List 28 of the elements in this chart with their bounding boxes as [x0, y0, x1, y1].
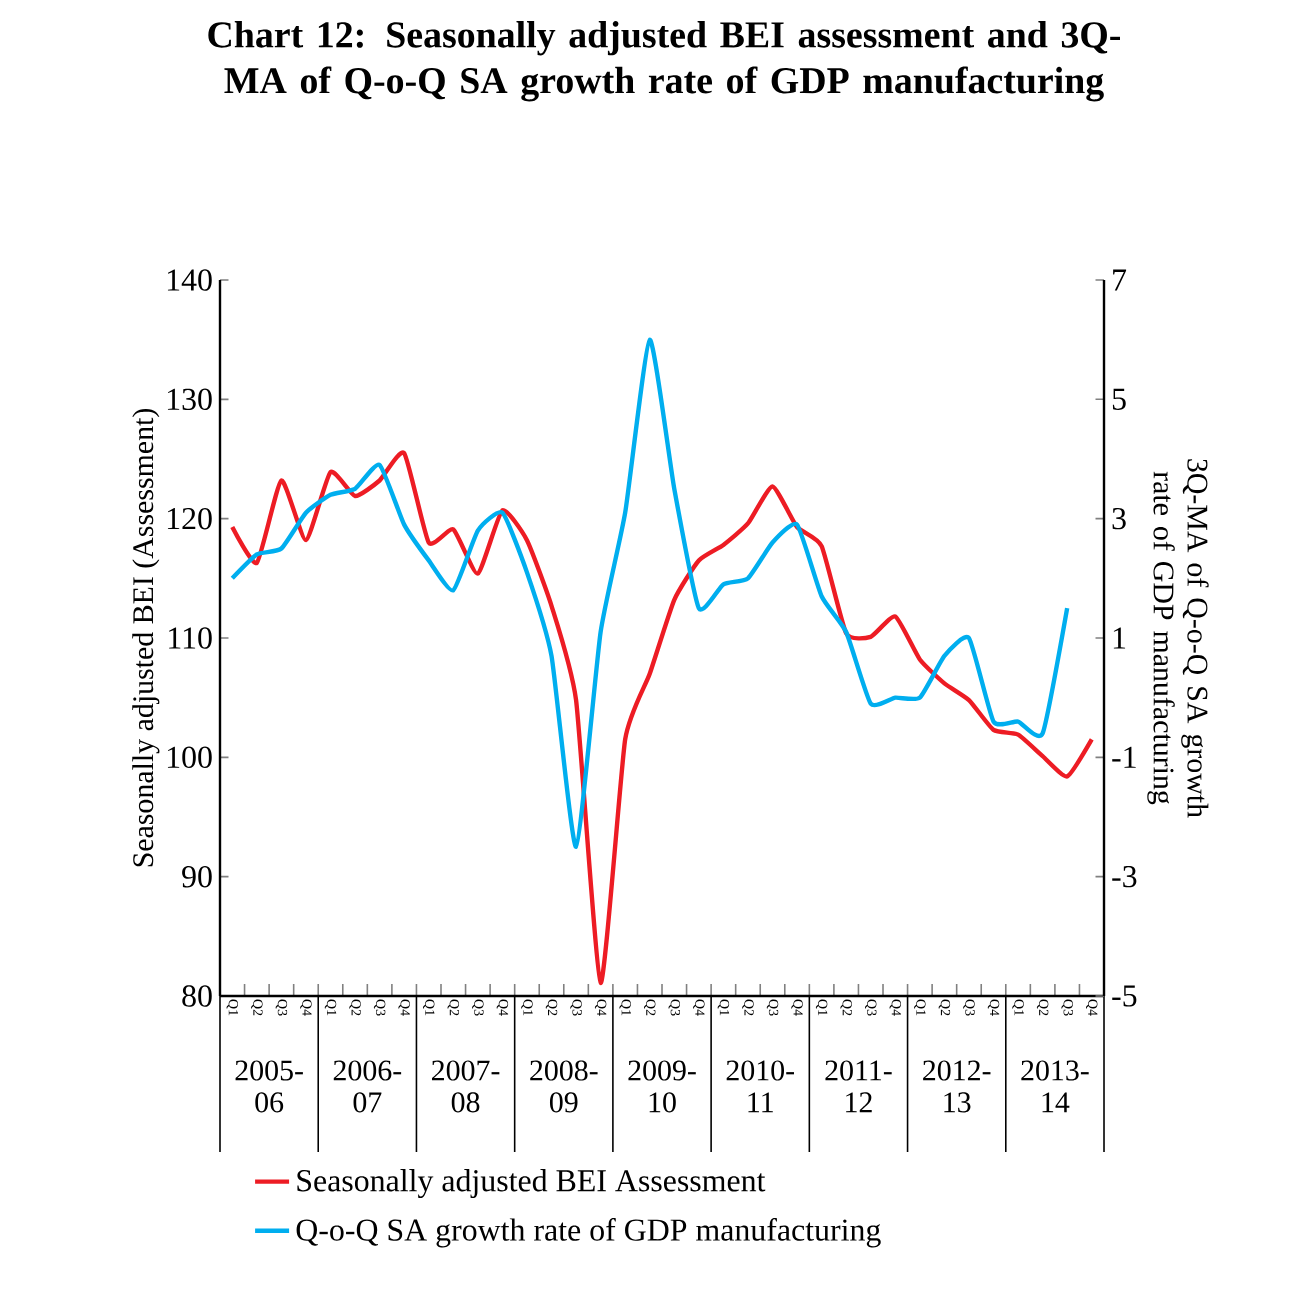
legend-label: Q-o-Q SA growth rate of GDP manufacturing — [296, 1218, 881, 1248]
y-tick-label: 120 — [167, 507, 212, 530]
y-tick-label: 110 — [169, 627, 212, 649]
y2-tick-label: 7 — [1113, 269, 1127, 291]
y-axis-title: Seasonally adjusted BEI (Assessment) — [132, 408, 160, 867]
text: 2006-07 — [333, 1060, 402, 1113]
text: 2005-06 — [235, 1060, 303, 1113]
y2-tick-label: 1 — [1113, 627, 1126, 649]
y2-tick-label: -1 — [1112, 746, 1136, 768]
text: 2009-10 — [628, 1060, 696, 1113]
y2-axis-title: 3Q-MA of Q-o-Q SA growth rate of GDP manufacturing — [1147, 459, 1209, 818]
chart-title: Chart 12: Seasonally adjusted BEI assessment and 3Q-MA of Q-o-Q SA growth rate of GDP manufacturing — [208, 21, 1121, 102]
text: 2012-13 — [923, 1060, 991, 1113]
y-tick-label: 100 — [167, 746, 212, 769]
text: 2013-14 — [1021, 1060, 1089, 1113]
y-tick-label: 140 — [167, 269, 212, 291]
text: 2008-09 — [530, 1060, 598, 1113]
y2-tick-label: 3 — [1112, 507, 1126, 530]
y-tick-label: 90 — [182, 865, 212, 888]
text: 2007-08 — [432, 1060, 500, 1113]
y2-tick-label: 5 — [1112, 388, 1126, 410]
text: 2011-12 — [825, 1060, 892, 1113]
y-tick-label: 80 — [182, 985, 212, 1007]
y2-tick-label: -3 — [1112, 865, 1137, 888]
legend-label: Seasonally adjusted BEI Assessment — [297, 1169, 766, 1199]
y-tick-label: 130 — [167, 388, 212, 411]
y2-tick-label: -5 — [1112, 985, 1137, 1007]
text: 2010-11 — [726, 1060, 795, 1113]
